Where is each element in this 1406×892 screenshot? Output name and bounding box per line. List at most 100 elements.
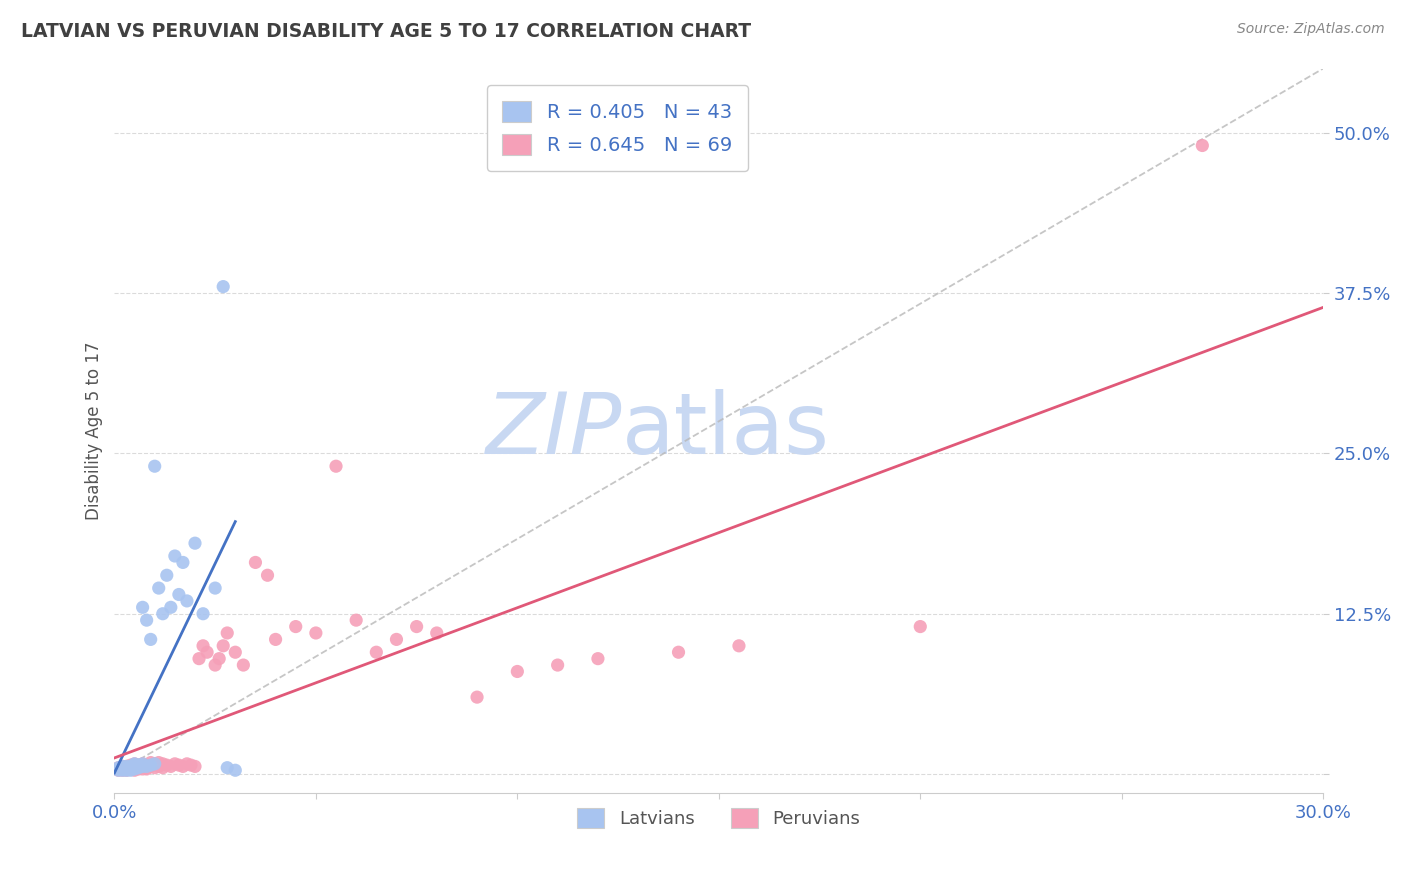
Text: LATVIAN VS PERUVIAN DISABILITY AGE 5 TO 17 CORRELATION CHART: LATVIAN VS PERUVIAN DISABILITY AGE 5 TO … [21,22,751,41]
Point [305,626,328,640]
Point [159,759,181,773]
Point [163,756,186,771]
Point [284,619,307,633]
Text: ZIP: ZIP [486,390,621,473]
Point [426,626,449,640]
Point [256,568,278,582]
Point [188,651,211,665]
Point [405,619,427,633]
Point [107,761,129,775]
Point [111,759,134,773]
Point [124,761,146,775]
Point [135,759,157,773]
Point [124,759,146,773]
Point [120,761,142,775]
Point [135,762,157,776]
Point [115,761,138,775]
Point [176,594,198,608]
Point [128,761,150,775]
Point [115,759,138,773]
Point [224,645,246,659]
Point [176,756,198,771]
Point [224,764,246,778]
Point [143,756,166,771]
Point [143,459,166,474]
Point [264,632,287,647]
Point [124,758,146,772]
Point [465,690,488,705]
Point [139,759,162,773]
Point [184,759,207,773]
Point [120,758,142,772]
Point [143,761,166,775]
Point [217,761,239,775]
Point [385,632,408,647]
Text: Source: ZipAtlas.com: Source: ZipAtlas.com [1237,22,1385,37]
Point [131,759,153,773]
Point [120,761,142,775]
Point [195,645,218,659]
Point [156,758,179,772]
Point [1191,138,1213,153]
Point [212,279,235,293]
Point [124,756,146,771]
Point [204,581,226,595]
Point [120,762,142,776]
Point [152,756,174,771]
Point [139,756,162,770]
Point [232,658,254,673]
Point [156,568,179,582]
Point [139,758,162,772]
Point [135,758,157,772]
Point [152,761,174,775]
Point [180,758,202,772]
Point [148,581,170,595]
Point [115,759,138,773]
Point [135,761,157,775]
Point [191,639,214,653]
Point [115,762,138,776]
Point [107,764,129,778]
Point [124,762,146,776]
Point [107,764,129,778]
Point [131,762,153,776]
Text: atlas: atlas [621,390,830,473]
Y-axis label: Disability Age 5 to 17: Disability Age 5 to 17 [86,342,103,520]
Point [245,556,267,570]
Point [163,549,186,563]
Point [668,645,690,659]
Point [115,761,138,775]
Point [131,756,153,771]
Point [131,756,153,771]
Point [366,645,388,659]
Point [128,762,150,776]
Point [131,759,153,773]
Legend: Latvians, Peruvians: Latvians, Peruvians [571,801,868,835]
Point [131,600,153,615]
Point [124,764,146,778]
Point [204,658,226,673]
Point [111,762,134,776]
Point [325,459,347,474]
Point [172,556,194,570]
Point [120,764,142,778]
Point [143,756,166,771]
Point [111,764,134,778]
Point [135,613,157,627]
Point [586,651,609,665]
Point [506,665,529,679]
Point [115,762,138,776]
Point [107,761,129,775]
Point [208,651,231,665]
Point [111,759,134,773]
Point [124,762,146,776]
Point [111,762,134,776]
Point [115,764,138,778]
Point [167,587,190,601]
Point [344,613,367,627]
Point [148,756,170,770]
Point [212,639,235,653]
Point [217,626,239,640]
Point [128,761,150,775]
Point [128,758,150,772]
